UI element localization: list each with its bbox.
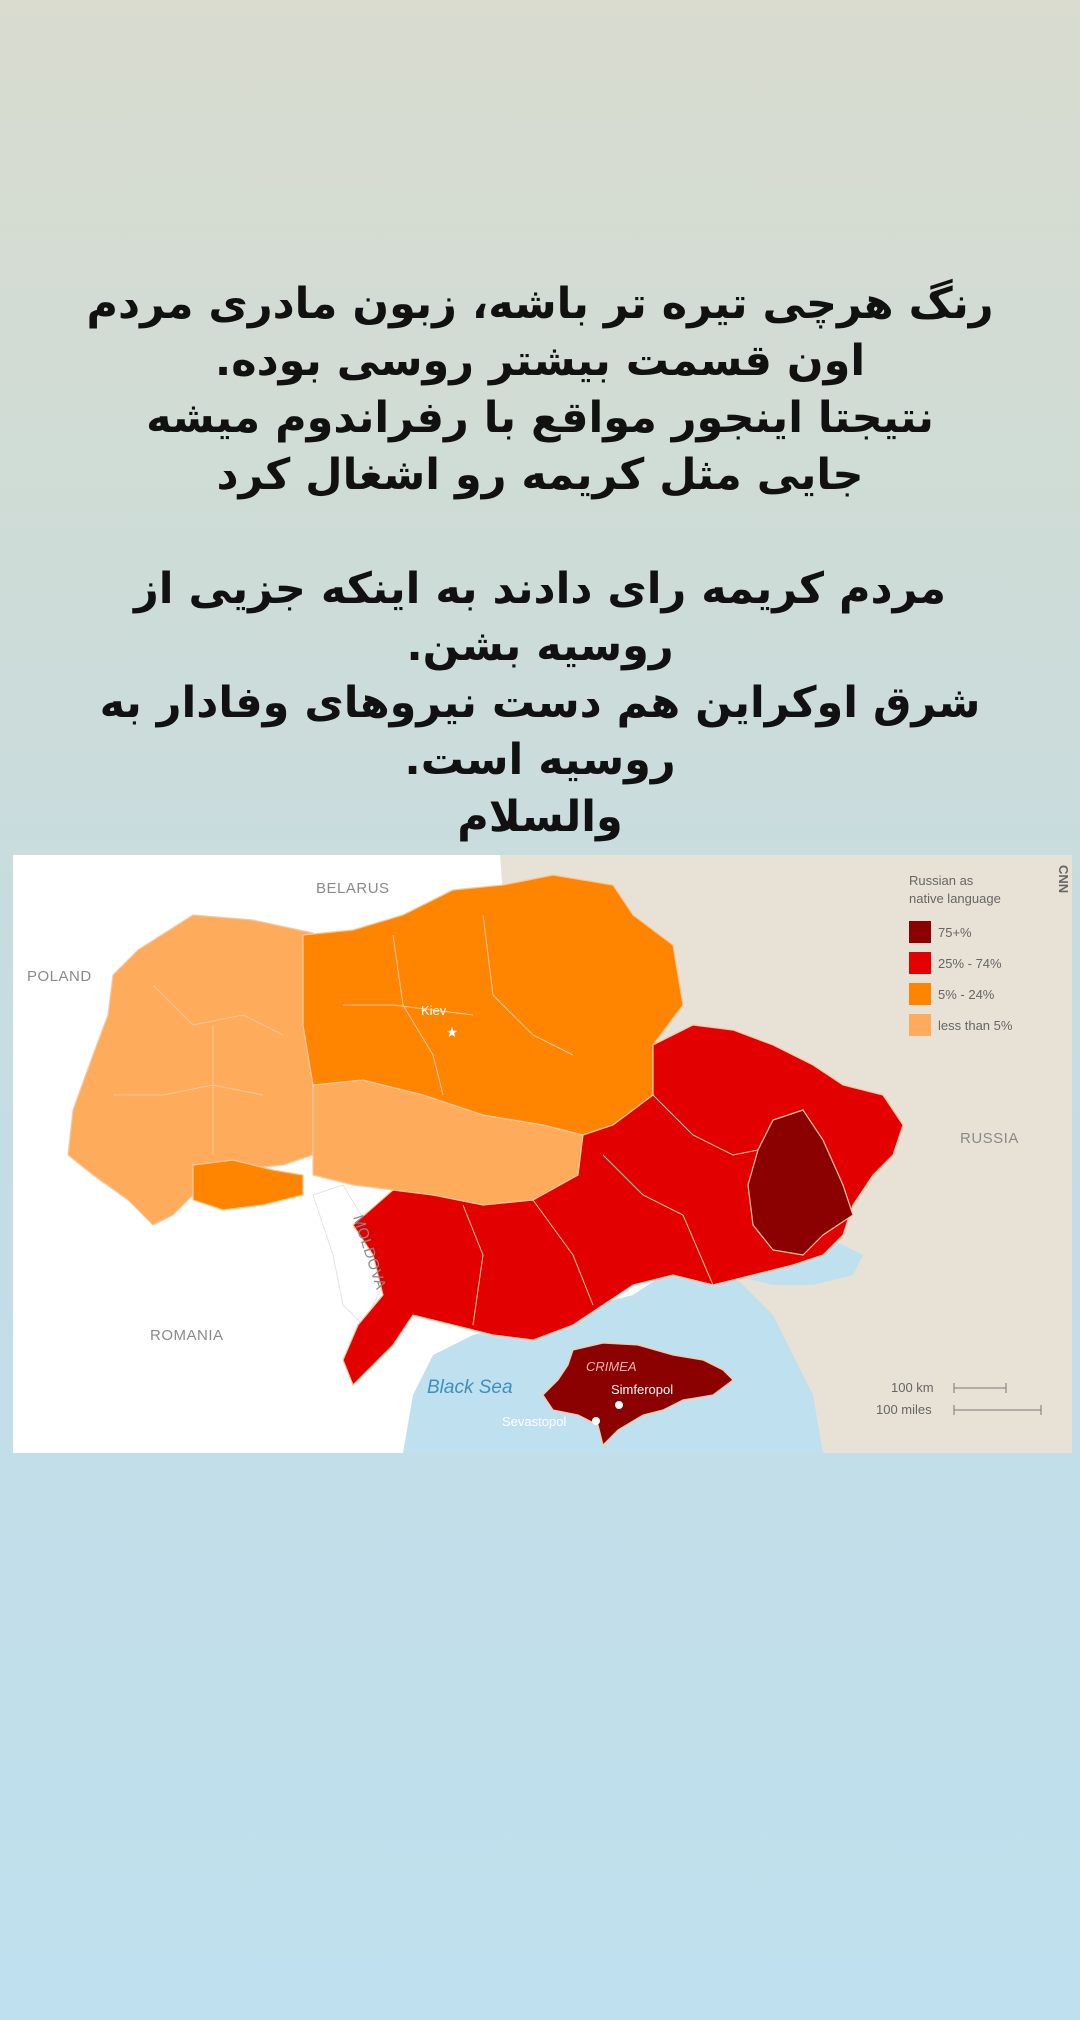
- caption-gap: [60, 504, 1020, 561]
- legend-label-5-24: 5% - 24%: [938, 987, 995, 1002]
- label-russia: RUSSIA: [960, 1130, 1019, 1147]
- caption-line: شرق اوکراین هم دست نیروهای وفادار به: [99, 678, 981, 728]
- ukraine-language-map: BELARUS POLAND RUSSIA ROMANIA MOLDOVA Ki…: [13, 855, 1072, 1453]
- caption-line: نتیجتا اینجور مواقع با رفراندوم میشه: [146, 393, 934, 443]
- caption-line: جایی مثل کریمه رو اشغال کرد: [216, 450, 864, 500]
- legend-label-less-than-5: less than 5%: [938, 1018, 1013, 1033]
- scale-miles-label: 100 miles: [876, 1402, 932, 1417]
- legend-label-75-plus: 75+%: [938, 925, 972, 940]
- caption-line: رنگ هرچی تیره تر باشه، زبون مادری مردم: [86, 279, 994, 329]
- label-belarus: BELARUS: [316, 880, 390, 897]
- label-poland: POLAND: [27, 968, 92, 985]
- legend-swatch-less-than-5: [909, 1014, 931, 1036]
- legend-title-line1: Russian as: [909, 873, 974, 888]
- region-crimea-75-plus: [542, 1342, 734, 1447]
- scale-km-label: 100 km: [891, 1380, 934, 1395]
- label-simferopol: Simferopol: [611, 1382, 673, 1397]
- label-kiev: Kiev: [421, 1003, 447, 1018]
- cnn-logo: CNN: [1056, 865, 1071, 893]
- caption-text: رنگ هرچی تیره تر باشه، زبون مادری مردم ا…: [60, 276, 1020, 846]
- label-romania: ROMANIA: [150, 1327, 224, 1344]
- caption-line: روسیه بشن.: [406, 621, 674, 671]
- caption-line: اون قسمت بیشتر روسی بوده.: [214, 336, 866, 386]
- region-south-east-25-to-74: [342, 1024, 904, 1387]
- legend-label-25-74: 25% - 74%: [938, 956, 1002, 971]
- legend-swatch-5-24: [909, 983, 931, 1005]
- region-chernivtsi: [192, 1159, 304, 1211]
- label-black-sea: Black Sea: [427, 1377, 513, 1398]
- caption-line: روسیه است.: [404, 735, 676, 785]
- caption-line: والسلام: [457, 792, 623, 842]
- legend-title-line2: native language: [909, 891, 1001, 906]
- legend-swatch-75-plus: [909, 921, 931, 943]
- legend-swatch-25-74: [909, 952, 931, 974]
- oblast-borders: [113, 914, 759, 1326]
- moldova-region: [312, 1184, 384, 1326]
- kiev-star-icon: ★: [446, 1025, 459, 1041]
- label-crimea: CRIMEA: [586, 1359, 637, 1374]
- region-donetsk-75-plus: [747, 1109, 854, 1256]
- caption-line: مردم کریمه رای دادند به اینکه جزیی از: [134, 564, 946, 614]
- label-sevastopol: Sevastopol: [502, 1414, 566, 1429]
- sevastopol-dot: [592, 1417, 600, 1425]
- map-svg: BELARUS POLAND RUSSIA ROMANIA MOLDOVA Ki…: [13, 855, 1072, 1453]
- simferopol-dot: [615, 1401, 623, 1409]
